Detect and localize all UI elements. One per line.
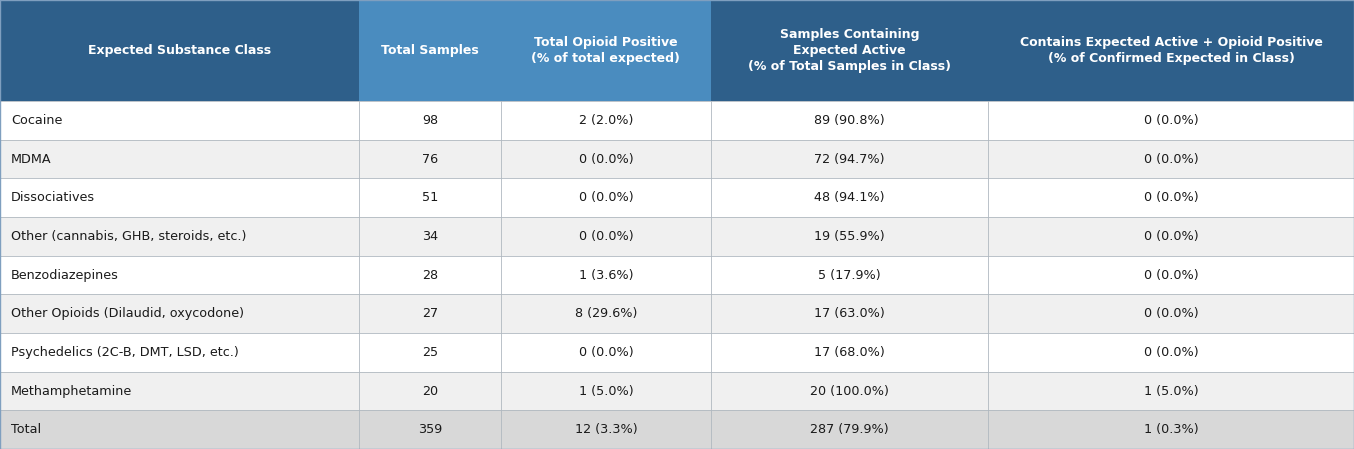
Bar: [988, 0, 1354, 101]
Text: 1 (3.6%): 1 (3.6%): [578, 269, 634, 282]
Text: 12 (3.3%): 12 (3.3%): [574, 423, 638, 436]
Text: Psychedelics (2C-B, DMT, LSD, etc.): Psychedelics (2C-B, DMT, LSD, etc.): [11, 346, 238, 359]
Bar: [0, 101, 1354, 140]
Text: MDMA: MDMA: [11, 153, 51, 166]
Text: Methamphetamine: Methamphetamine: [11, 384, 133, 397]
Text: Dissociatives: Dissociatives: [11, 191, 95, 204]
Text: Benzodiazepines: Benzodiazepines: [11, 269, 119, 282]
Bar: [0, 140, 1354, 178]
Text: 1 (5.0%): 1 (5.0%): [1144, 384, 1198, 397]
Text: Contains Expected Active + Opioid Positive
(% of Confirmed Expected in Class): Contains Expected Active + Opioid Positi…: [1020, 36, 1323, 65]
Bar: [501, 0, 711, 101]
Text: 89 (90.8%): 89 (90.8%): [814, 114, 886, 127]
Text: 27: 27: [422, 307, 437, 320]
Text: 5 (17.9%): 5 (17.9%): [818, 269, 881, 282]
Bar: [711, 0, 988, 101]
Text: 98: 98: [422, 114, 437, 127]
Text: 0 (0.0%): 0 (0.0%): [578, 153, 634, 166]
Text: 76: 76: [422, 153, 437, 166]
Text: 34: 34: [422, 230, 437, 243]
Text: 0 (0.0%): 0 (0.0%): [1144, 114, 1198, 127]
Text: 51: 51: [421, 191, 439, 204]
Text: 0 (0.0%): 0 (0.0%): [1144, 191, 1198, 204]
Text: 25: 25: [422, 346, 437, 359]
Text: 359: 359: [418, 423, 441, 436]
Text: 0 (0.0%): 0 (0.0%): [1144, 307, 1198, 320]
Text: Cocaine: Cocaine: [11, 114, 62, 127]
Text: Total: Total: [11, 423, 41, 436]
Bar: [0, 217, 1354, 255]
Text: 17 (68.0%): 17 (68.0%): [814, 346, 886, 359]
Text: Total Samples: Total Samples: [380, 44, 479, 57]
Text: 1 (0.3%): 1 (0.3%): [1144, 423, 1198, 436]
Bar: [0, 333, 1354, 372]
Text: Samples Containing
Expected Active
(% of Total Samples in Class): Samples Containing Expected Active (% of…: [749, 28, 951, 73]
Bar: [0, 372, 1354, 410]
Bar: [359, 0, 501, 101]
Text: 0 (0.0%): 0 (0.0%): [1144, 153, 1198, 166]
Text: 19 (55.9%): 19 (55.9%): [814, 230, 886, 243]
Text: 0 (0.0%): 0 (0.0%): [578, 230, 634, 243]
Bar: [0, 178, 1354, 217]
Bar: [0, 295, 1354, 333]
Text: 0 (0.0%): 0 (0.0%): [1144, 269, 1198, 282]
Text: 20 (100.0%): 20 (100.0%): [810, 384, 890, 397]
Text: 8 (29.6%): 8 (29.6%): [574, 307, 638, 320]
Text: 0 (0.0%): 0 (0.0%): [578, 346, 634, 359]
Text: Other Opioids (Dilaudid, oxycodone): Other Opioids (Dilaudid, oxycodone): [11, 307, 244, 320]
Bar: [0, 255, 1354, 295]
Text: 28: 28: [422, 269, 437, 282]
Text: 0 (0.0%): 0 (0.0%): [578, 191, 634, 204]
Text: 287 (79.9%): 287 (79.9%): [810, 423, 890, 436]
Text: Other (cannabis, GHB, steroids, etc.): Other (cannabis, GHB, steroids, etc.): [11, 230, 246, 243]
Text: Expected Substance Class: Expected Substance Class: [88, 44, 271, 57]
Text: Total Opioid Positive
(% of total expected): Total Opioid Positive (% of total expect…: [532, 36, 680, 65]
Text: 0 (0.0%): 0 (0.0%): [1144, 346, 1198, 359]
Text: 0 (0.0%): 0 (0.0%): [1144, 230, 1198, 243]
Text: 20: 20: [422, 384, 437, 397]
Bar: [0, 0, 359, 101]
Text: 48 (94.1%): 48 (94.1%): [814, 191, 886, 204]
Text: 17 (63.0%): 17 (63.0%): [814, 307, 886, 320]
Text: 1 (5.0%): 1 (5.0%): [578, 384, 634, 397]
Text: 2 (2.0%): 2 (2.0%): [578, 114, 634, 127]
Bar: [0, 410, 1354, 449]
Text: 72 (94.7%): 72 (94.7%): [814, 153, 886, 166]
